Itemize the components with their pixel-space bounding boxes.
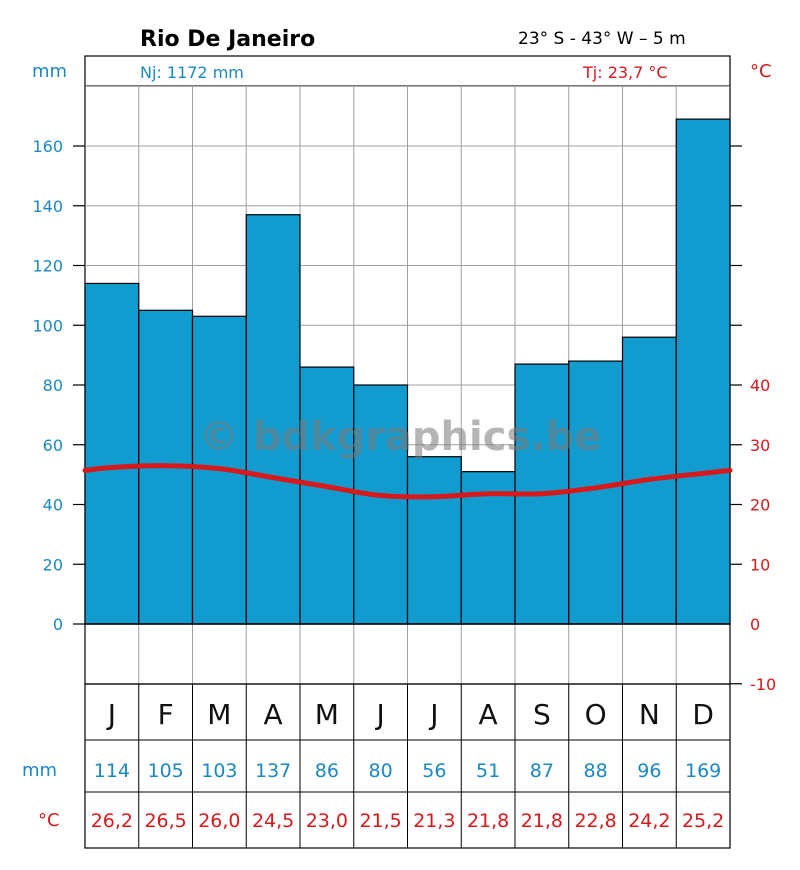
precip-unit-label: mm xyxy=(32,61,67,82)
y2-tick-label: 40 xyxy=(750,376,770,395)
precip-bar-m-5 xyxy=(299,366,355,625)
coordinates: 23° S - 43° W – 5 m xyxy=(518,29,686,49)
month-label: N xyxy=(639,698,660,731)
temp-value: 23,0 xyxy=(306,810,348,832)
temp-value: 21,8 xyxy=(521,810,563,832)
y2-tick-label: 10 xyxy=(750,555,770,574)
y-tick-label: 20 xyxy=(43,555,63,574)
month-label: F xyxy=(158,698,174,731)
temp-value: 26,2 xyxy=(91,810,133,832)
precip-value: 105 xyxy=(147,760,183,782)
y-tick-label: 0 xyxy=(53,615,63,634)
summary-box xyxy=(84,55,731,87)
y-tick-label: 160 xyxy=(32,137,63,156)
y2-tick-label: 30 xyxy=(750,436,770,455)
precip-value: 169 xyxy=(685,760,721,782)
temp-value: 22,8 xyxy=(574,810,616,832)
axis-ticks: 0 20 40 60 80 100 120 140 160 -10 0 10 20 30 40 xyxy=(32,137,776,694)
precip-value: 87 xyxy=(530,760,554,782)
month-label: A xyxy=(479,698,498,731)
temp-row-label: °C xyxy=(38,810,60,831)
y2-tick-label: -10 xyxy=(750,675,776,694)
precip-value: 86 xyxy=(315,760,339,782)
precip-value: 80 xyxy=(369,760,393,782)
y-tick-label: 60 xyxy=(43,436,63,455)
temp-value: 25,2 xyxy=(682,810,724,832)
chart-title: Rio De Janeiro xyxy=(140,27,315,52)
temp-value: 26,5 xyxy=(144,810,186,832)
precip-bar-j-1 xyxy=(84,282,140,625)
y-tick-label: 140 xyxy=(32,197,63,216)
month-label: O xyxy=(585,698,607,731)
y2-tick-label: 20 xyxy=(750,496,770,515)
watermark: © bdkgraphics.be xyxy=(199,414,601,460)
temperature-line xyxy=(82,463,733,500)
precip-summary: Nj: 1172 mm xyxy=(140,63,244,82)
month-label: D xyxy=(692,698,714,731)
y-tick-label: 120 xyxy=(32,257,63,276)
precip-value: 96 xyxy=(637,760,661,782)
y2-tick-label: 0 xyxy=(750,615,760,634)
month-label: S xyxy=(533,698,551,731)
y-tick-label: 100 xyxy=(32,316,63,335)
temp-value: 24,5 xyxy=(252,810,294,832)
temp-value: 21,5 xyxy=(359,810,401,832)
monthly-table: J 114 26,2 F 105 26,5 M 103 26,0 A 137 24,5 M 86 23,0 J… xyxy=(84,683,731,849)
precip-row-label: mm xyxy=(22,760,57,781)
precip-bar-d-12 xyxy=(675,118,731,625)
month-label: J xyxy=(428,698,438,731)
temp-value: 21,8 xyxy=(467,810,509,832)
month-label: J xyxy=(374,698,384,731)
month-label: J xyxy=(106,698,116,731)
month-label: M xyxy=(315,698,339,731)
precip-value: 51 xyxy=(476,760,500,782)
month-label: A xyxy=(264,698,283,731)
precip-bar-j-6 xyxy=(353,384,409,625)
y-tick-label: 40 xyxy=(43,496,63,515)
precip-value: 56 xyxy=(422,760,446,782)
precip-value: 88 xyxy=(584,760,608,782)
temp-unit-label: °C xyxy=(750,61,772,82)
precip-value: 137 xyxy=(255,760,291,782)
precip-bar-j-7 xyxy=(406,456,462,625)
temp-value: 21,3 xyxy=(413,810,455,832)
temp-value: 24,2 xyxy=(628,810,670,832)
precip-value: 103 xyxy=(201,760,237,782)
temp-summary: Tj: 23,7 °C xyxy=(582,63,668,82)
temp-value: 26,0 xyxy=(198,810,240,832)
month-label: M xyxy=(207,698,231,731)
precip-value: 114 xyxy=(94,760,130,782)
y-tick-label: 80 xyxy=(43,376,63,395)
